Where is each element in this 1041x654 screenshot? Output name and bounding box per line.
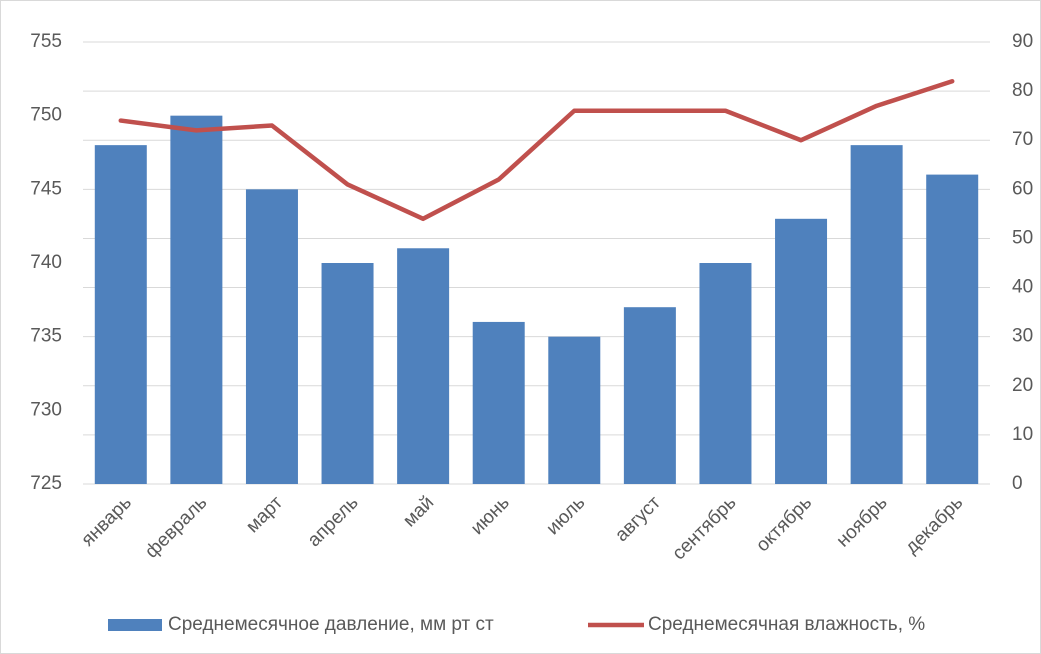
y2-tick-label: 80 — [1012, 80, 1033, 101]
y-tick-label: 750 — [30, 105, 62, 126]
y2-tick-label: 20 — [1012, 375, 1033, 396]
y2-tick-label: 40 — [1012, 277, 1033, 298]
y-tick-label: 735 — [30, 326, 62, 347]
y2-tick-label: 30 — [1012, 326, 1033, 347]
legend-label: Среднемесячная влажность, % — [648, 614, 925, 635]
bar — [699, 263, 752, 484]
bar — [850, 145, 903, 484]
line — [118, 79, 955, 222]
legend-label: Среднемесячное давление, мм рт ст — [168, 614, 494, 635]
bar — [472, 321, 525, 484]
legend-swatch — [108, 619, 162, 631]
bar — [170, 115, 223, 485]
y-tick-label: 755 — [30, 31, 62, 52]
bar — [623, 307, 676, 484]
y2-tick-label: 90 — [1012, 31, 1033, 52]
bar — [548, 336, 601, 484]
y2-tick-label: 60 — [1012, 178, 1033, 199]
bar — [397, 248, 450, 484]
bar — [926, 174, 979, 484]
bar — [94, 145, 147, 484]
y-tick-label: 725 — [30, 473, 62, 494]
y-tick-label: 745 — [30, 178, 62, 199]
y2-tick-label: 10 — [1012, 424, 1033, 445]
bar — [321, 263, 374, 484]
y2-tick-label: 50 — [1012, 227, 1033, 248]
y-tick-label: 740 — [30, 252, 62, 273]
bar — [245, 189, 298, 485]
bar — [775, 218, 828, 485]
y-tick-label: 730 — [30, 399, 62, 420]
y2-tick-label: 70 — [1012, 129, 1033, 150]
y2-tick-label: 0 — [1012, 473, 1023, 494]
